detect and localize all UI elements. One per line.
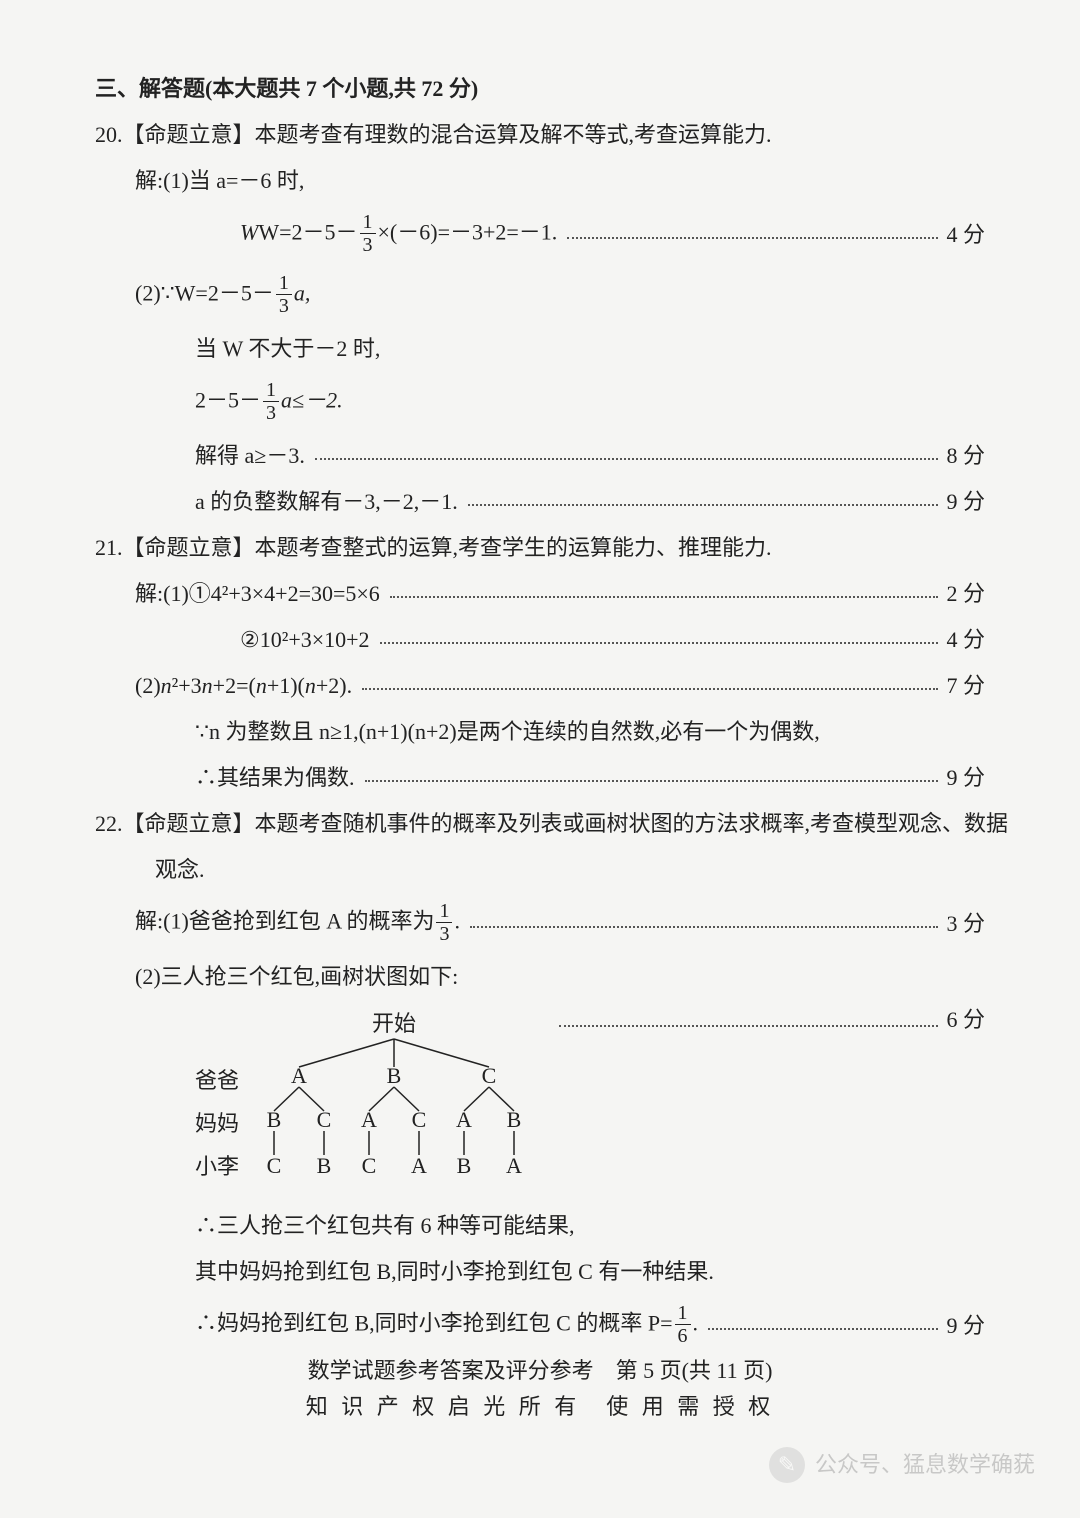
fraction-1-3: 13	[360, 212, 376, 255]
q20-line5: 2－5－13a≤－2.	[95, 381, 985, 424]
tree-root: 开始	[372, 1011, 416, 1036]
q22-line2-text: (2)三人抢三个红包,画树状图如下:	[135, 966, 458, 988]
q21-line2-score: 4 分	[946, 629, 985, 651]
q22-line1-score: 3 分	[946, 913, 985, 935]
tree-l3: B	[457, 1153, 472, 1178]
q22-line2: (2)三人抢三个红包,画树状图如下:	[95, 963, 985, 991]
q22-line3-text: ∴三人抢三个红包共有 6 种等可能结果,	[195, 1215, 575, 1237]
fraction-1-3: 13	[263, 380, 279, 423]
q22-intent: 22.【命题立意】本题考查随机事件的概率及列表或画树状图的方法求概率,考查模型观…	[95, 810, 985, 838]
tree-l1-c: C	[482, 1063, 497, 1088]
tree-l1-b: B	[387, 1063, 402, 1088]
q21-line2: ②10²+3×10+2 4 分	[95, 626, 985, 654]
tree-l3: B	[317, 1153, 332, 1178]
q21-line1: 解:(1)①4²+3×4+2=30=5×6 2 分	[95, 580, 985, 608]
q20-line2-text: WW=2－5－13×(－6)=－3+2=－1.	[240, 213, 557, 256]
q20-line7-score: 9 分	[946, 491, 985, 513]
footer-line1: 数学试题参考答案及评分参考 第 5 页(共 11 页)	[0, 1360, 1080, 1382]
q22-intent2: 观念.	[95, 856, 985, 884]
q20-line6: 解得 a≥－3. 8 分	[95, 442, 985, 470]
leader-dots	[470, 916, 939, 928]
q22-line1-text: 解:(1)爸爸抢到红包 A 的概率为13.	[135, 902, 460, 945]
page-footer: 数学试题参考答案及评分参考 第 5 页(共 11 页) 知 识 产 权 启 光 …	[0, 1360, 1080, 1418]
q20-line6-score: 8 分	[946, 445, 985, 467]
q21-line4-text: ∵n 为整数且 n≥1,(n+1)(n+2)是两个连续的自然数,必有一个为偶数,	[195, 721, 820, 743]
section-header-text: 三、解答题(本大题共 7 个小题,共 72 分)	[95, 78, 478, 100]
tree-score-row: 6 分	[549, 1009, 985, 1041]
tree-l3: C	[362, 1153, 377, 1178]
q22-intent2-text: 观念.	[155, 859, 205, 881]
tree-l3: A	[506, 1153, 522, 1178]
q21-line5-text: ∴其结果为偶数.	[195, 767, 355, 789]
q21-line1-score: 2 分	[946, 583, 985, 605]
wechat-icon: ✎	[769, 1447, 805, 1483]
tree-l2: B	[267, 1107, 282, 1132]
q21-intent-text: 21.【命题立意】本题考查整式的运算,考查学生的运算能力、推理能力.	[95, 537, 772, 559]
q20-line7-text: a 的负整数解有－3,－2,－1.	[195, 491, 458, 513]
leader-dots	[708, 1318, 938, 1330]
q21-line5-score: 9 分	[946, 767, 985, 789]
leader-dots	[468, 494, 939, 506]
leader-dots	[559, 1015, 938, 1027]
q22-line3: ∴三人抢三个红包共有 6 种等可能结果,	[95, 1212, 985, 1240]
q21-line3-score: 7 分	[946, 675, 985, 697]
leader-dots	[315, 448, 939, 460]
q21-intent: 21.【命题立意】本题考查整式的运算,考查学生的运算能力、推理能力.	[95, 534, 985, 562]
q21-line3: (2)n²+3n+2=(n+1)(n+2). 7 分	[95, 672, 985, 700]
watermark-text: 公众号、猛息数学确莸	[815, 1454, 1035, 1476]
q22-line4-text: 其中妈妈抢到红包 B,同时小李抢到红包 C 有一种结果.	[195, 1261, 714, 1283]
q22-intent-text: 22.【命题立意】本题考查随机事件的概率及列表或画树状图的方法求概率,考查模型观…	[95, 813, 1008, 835]
footer-line2: 知 识 产 权 启 光 所 有 使 用 需 授 权	[0, 1396, 1080, 1418]
q21-line5: ∴其结果为偶数. 9 分	[95, 764, 985, 792]
q20-line4-text: 当 W 不大于－2 时,	[195, 338, 380, 360]
q20-line7: a 的负整数解有－3,－2,－1. 9 分	[95, 488, 985, 516]
q20-line1: 解:(1)当 a=－6 时,	[95, 167, 985, 195]
q21-line4: ∵n 为整数且 n≥1,(n+1)(n+2)是两个连续的自然数,必有一个为偶数,	[95, 718, 985, 746]
tree-l3: A	[411, 1153, 427, 1178]
tree-l2: B	[507, 1107, 522, 1132]
tree-l3: C	[267, 1153, 282, 1178]
tree-l2: C	[317, 1107, 332, 1132]
q20-line1-text: 解:(1)当 a=－6 时,	[135, 170, 304, 192]
q21-line3-text: (2)n²+3n+2=(n+1)(n+2).	[135, 675, 352, 697]
q22-line5: ∴妈妈抢到红包 B,同时小李抢到红包 C 的概率 P=16. 9 分	[95, 1304, 985, 1347]
tree-label-xiaoli: 小李	[195, 1145, 239, 1188]
tree-l2: A	[361, 1107, 377, 1132]
q20-line2-score: 4 分	[946, 224, 985, 246]
leader-dots	[380, 632, 939, 644]
q22-line5-text: ∴妈妈抢到红包 B,同时小李抢到红包 C 的概率 P=16.	[195, 1304, 698, 1347]
leader-dots	[365, 770, 939, 782]
q22-tree-score: 6 分	[946, 1009, 985, 1031]
leader-dots	[390, 586, 939, 598]
leader-dots	[567, 227, 938, 239]
q21-line1-text: 解:(1)①4²+3×4+2=30=5×6	[135, 583, 380, 605]
tree-row-labels: 爸爸 妈妈 小李	[95, 1009, 239, 1188]
q20-intent: 20.【命题立意】本题考查有理数的混合运算及解不等式,考查运算能力.	[95, 121, 985, 149]
q20-line2: WW=2－5－13×(－6)=－3+2=－1. 4 分	[95, 213, 985, 256]
q20-line6-text: 解得 a≥－3.	[195, 445, 305, 467]
tree-l2: C	[412, 1107, 427, 1132]
tree-l1-a: A	[291, 1063, 307, 1088]
fraction-1-6: 16	[675, 1303, 691, 1346]
q21-line2-text: ②10²+3×10+2	[240, 629, 370, 651]
tree-label-mom: 妈妈	[195, 1102, 239, 1145]
fraction-1-3: 13	[276, 273, 292, 316]
q20-intent-text: 20.【命题立意】本题考查有理数的混合运算及解不等式,考查运算能力.	[95, 124, 772, 146]
tree-label-dad: 爸爸	[195, 1059, 239, 1102]
tree-diagram: 爸爸 妈妈 小李 开始 A B C	[95, 1009, 985, 1194]
tree-svg: 开始 A B C B C A C A B C B C A B A	[239, 1009, 549, 1194]
watermark: ✎ 公众号、猛息数学确莸	[769, 1447, 1035, 1483]
q22-line4: 其中妈妈抢到红包 B,同时小李抢到红包 C 有一种结果.	[95, 1258, 985, 1286]
tree-l2: A	[456, 1107, 472, 1132]
q22-line1: 解:(1)爸爸抢到红包 A 的概率为13. 3 分	[95, 902, 985, 945]
q20-line5-text: 2－5－13a≤－2.	[195, 381, 343, 424]
leader-dots	[362, 678, 938, 690]
q20-line3-text: (2)∵W=2－5－13a,	[135, 274, 310, 317]
q22-line5-score: 9 分	[946, 1315, 985, 1337]
q20-line4: 当 W 不大于－2 时,	[95, 335, 985, 363]
q20-line3: (2)∵W=2－5－13a,	[95, 274, 985, 317]
section-header: 三、解答题(本大题共 7 个小题,共 72 分)	[95, 75, 985, 103]
fraction-1-3: 13	[436, 901, 452, 944]
